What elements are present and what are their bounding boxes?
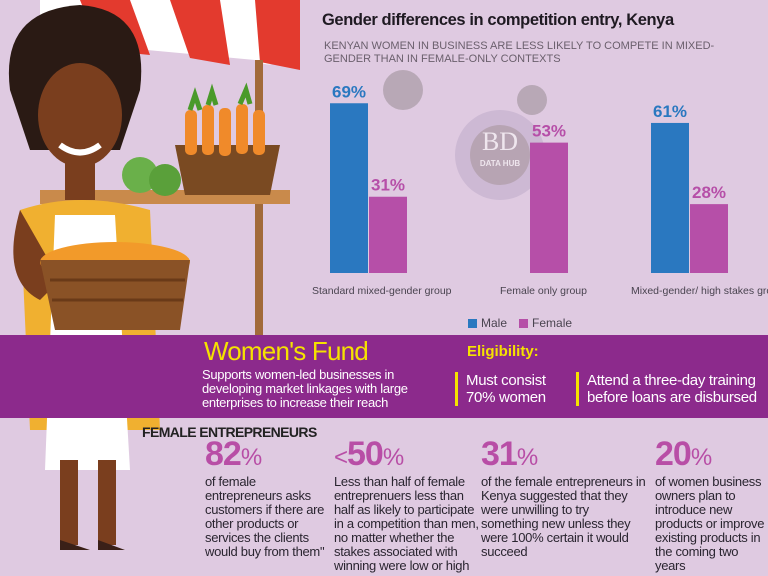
section-heading: FEMALE ENTREPRENEURS — [142, 424, 317, 440]
eligibility-label: Eligibility: — [467, 343, 539, 360]
stat-value: 31% — [481, 435, 538, 473]
stat-description: of female entrepreneurs asks customers i… — [205, 474, 325, 559]
bar-female-0 — [369, 196, 407, 273]
chart-subtitle: KENYAN WOMEN IN BUSINESS ARE LESS LIKELY… — [324, 40, 715, 65]
stat-description: Less than half of female entreprenuers l… — [334, 474, 479, 573]
criterion-1: Must consist 70% women — [455, 372, 561, 406]
apples — [122, 157, 158, 193]
womens-fund-banner — [0, 335, 768, 418]
data-label: 69% — [332, 82, 366, 101]
category-label: Mixed-gender/ high stakes grou — [631, 285, 768, 297]
chart-legend: Male Female — [468, 316, 572, 330]
legend-item-male: Male — [468, 316, 507, 330]
data-label: 61% — [653, 102, 687, 121]
criterion-2: Attend a three-day training before loans… — [576, 372, 768, 406]
watermark-text: BD — [481, 127, 519, 156]
fund-description: Supports women-led businesses in develop… — [202, 367, 408, 410]
data-label: 53% — [532, 122, 566, 141]
data-label: 28% — [692, 183, 726, 202]
orange-basket — [40, 242, 190, 330]
stat-block: 82% of female entrepreneurs asks customer… — [205, 437, 330, 559]
watermark-dot — [517, 85, 547, 115]
carrot-basket — [175, 82, 280, 195]
bar-chart: 69% 61% 31% 53% 28% — [330, 82, 728, 273]
stat-description: of the female entrepreneurs in Kenya sug… — [481, 474, 646, 559]
stat-block: 31% of the female entrepreneurs in Kenya … — [481, 437, 646, 559]
fund-title: Women's Fund — [204, 336, 369, 366]
legend-swatch — [519, 319, 529, 328]
chart-title: Gender differences in competition entry,… — [322, 11, 674, 29]
watermark-dot — [383, 70, 423, 110]
data-label: 31% — [371, 176, 405, 195]
stat-description: of women business owners plan to introdu… — [655, 474, 765, 573]
stat-block: 20% of women business owners plan to intr… — [655, 437, 768, 573]
stat-value: 82% — [205, 435, 262, 473]
stat-value: <50% — [334, 435, 404, 473]
bar-male-2 — [651, 122, 689, 273]
category-label: Standard mixed-gender group — [312, 285, 452, 297]
category-label: Female only group — [500, 285, 587, 297]
bar-female-1 — [530, 142, 568, 273]
bar-female-2 — [690, 204, 728, 273]
watermark-sub: DATA HUB — [479, 159, 521, 168]
stat-block: <50% Less than half of female entreprenue… — [334, 437, 479, 573]
legend-item-female: Female — [519, 316, 572, 330]
legend-swatch — [468, 319, 477, 328]
bar-male-0 — [330, 103, 368, 273]
stat-value: 20% — [655, 435, 712, 473]
